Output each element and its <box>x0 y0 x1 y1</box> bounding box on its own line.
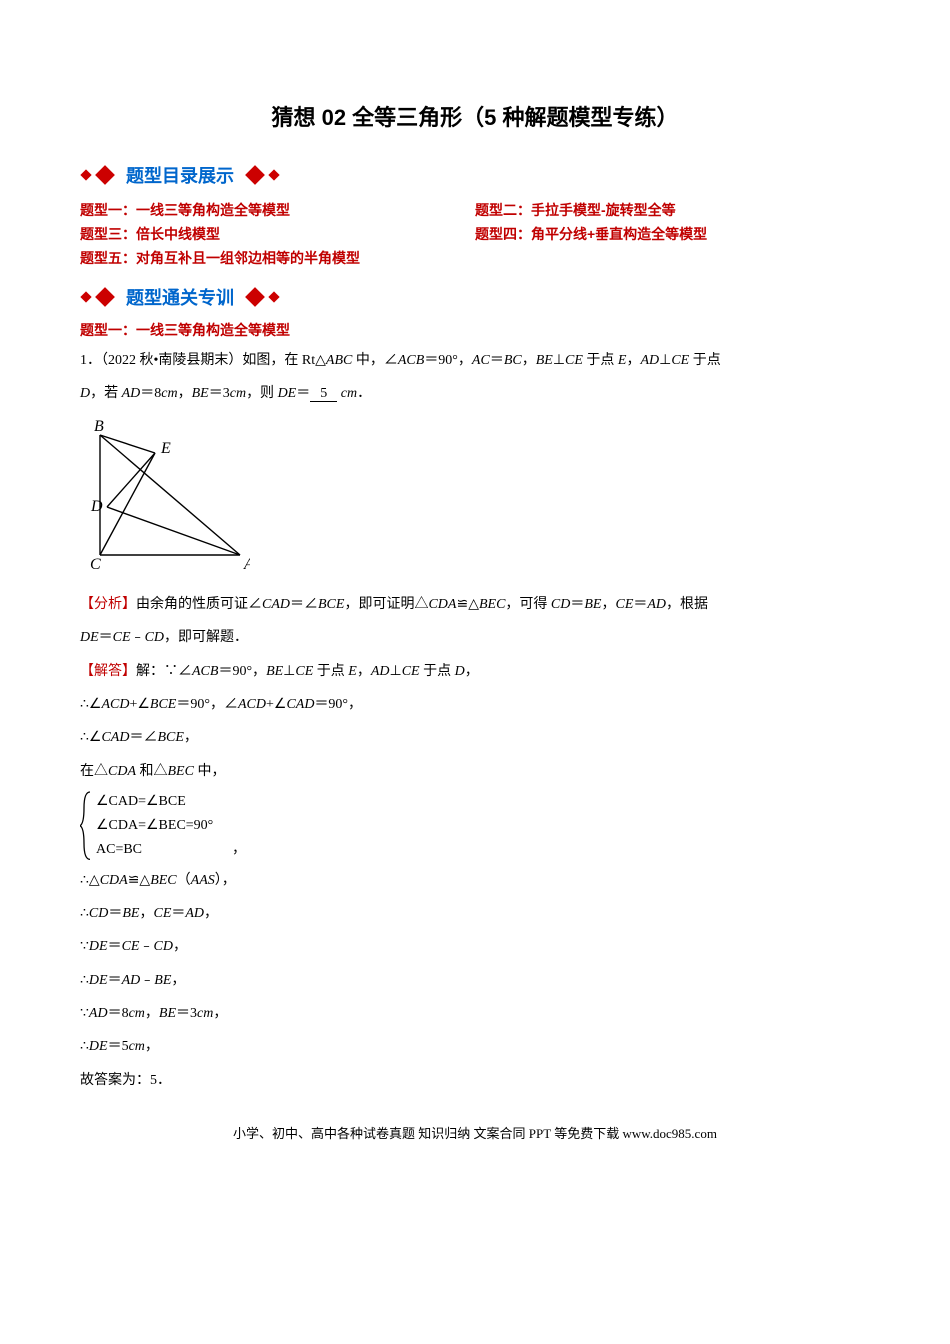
svg-text:A: A <box>243 556 250 573</box>
solution-line: ∴DE＝AD﹣BE， <box>80 966 870 995</box>
topic-item: 题型三：倍长中线模型 <box>80 224 475 244</box>
solution-line: ∴DE＝5cm， <box>80 1032 870 1061</box>
analysis-tag: 【分析】 <box>80 597 136 612</box>
train-header: 题型通关专训 <box>80 284 870 310</box>
page-footer: 小学、初中、高中各种试卷真题 知识归纳 文案合同 PPT 等免费下载 www.d… <box>80 1123 870 1142</box>
solution-line: ∵DE＝CE﹣CD， <box>80 932 870 961</box>
solution-line: ∴CD＝BE，CE＝AD， <box>80 899 870 928</box>
diamond-icon <box>80 169 91 180</box>
brace-system: ∠CAD=∠BCE ∠CDA=∠BEC=90° AC=BC， <box>80 790 870 861</box>
brace-line: AC=BC， <box>96 838 870 862</box>
svg-text:C: C <box>90 556 101 573</box>
diamond-icon <box>95 165 115 185</box>
svg-text:E: E <box>160 440 171 457</box>
diamond-icon <box>80 291 91 302</box>
topic-list: 题型一：一线三等角构造全等模型 题型二：手拉手模型-旋转型全等 题型三：倍长中线… <box>80 198 870 270</box>
train-label: 题型通关专训 <box>126 284 234 310</box>
diamond-icon <box>268 169 279 180</box>
solution-line: 故答案为：5． <box>80 1066 870 1095</box>
svg-text:D: D <box>90 498 103 515</box>
solution-line: ∴△CDA≌△BEC（AAS）， <box>80 866 870 895</box>
diamond-icon <box>95 287 115 307</box>
solution-line: ∵AD＝8cm，BE＝3cm， <box>80 999 870 1028</box>
topic-item: 题型二：手拉手模型-旋转型全等 <box>475 200 870 220</box>
topic-item: 题型五：对角互补且一组邻边相等的半角模型 <box>80 248 475 268</box>
catalog-header: 题型目录展示 <box>80 162 870 188</box>
catalog-label: 题型目录展示 <box>126 162 234 188</box>
brace-icon <box>80 790 92 861</box>
sub-title: 题型一：一线三等角构造全等模型 <box>80 320 870 340</box>
page-title: 猜想 02 全等三角形（5 种解题模型专练） <box>80 100 870 132</box>
diamond-icon <box>245 165 265 185</box>
solution-line: ∴∠ACD+∠BCE＝90°，∠ACD+∠CAD＝90°， <box>80 690 870 719</box>
topic-item: 题型一：一线三等角构造全等模型 <box>80 200 475 220</box>
topic-item: 题型四：角平分线+垂直构造全等模型 <box>475 224 870 244</box>
diamond-icon <box>268 291 279 302</box>
analysis-line2: DE＝CE﹣CD，即可解题． <box>80 623 870 652</box>
answer-blank: 5 <box>310 386 337 402</box>
brace-line: ∠CDA=∠BEC=90° <box>96 814 870 838</box>
solution-line: 【解答】解：∵∠ACB＝90°，BE⊥CE 于点 E，AD⊥CE 于点 D， <box>80 657 870 686</box>
solution-line: 在△CDA 和△BEC 中， <box>80 757 870 786</box>
svg-text:B: B <box>94 418 104 435</box>
analysis: 【分析】由余角的性质可证∠CAD＝∠BCE，即可证明△CDA≌△BEC，可得 C… <box>80 590 870 619</box>
brace-line: ∠CAD=∠BCE <box>96 790 870 814</box>
geometry-diagram: B E D C A <box>80 415 870 580</box>
problem-text: 1．（2022 秋•南陵县期末）如图，在 Rt△ABC 中，∠ACB＝90°，A… <box>80 346 870 375</box>
solution-line: ∴∠CAD＝∠BCE， <box>80 723 870 752</box>
diamond-icon <box>245 287 265 307</box>
solution-tag: 【解答】 <box>80 664 136 679</box>
problem-text-line2: D，若 AD＝8cm，BE＝3cm，则 DE＝5 cm． <box>80 379 870 408</box>
